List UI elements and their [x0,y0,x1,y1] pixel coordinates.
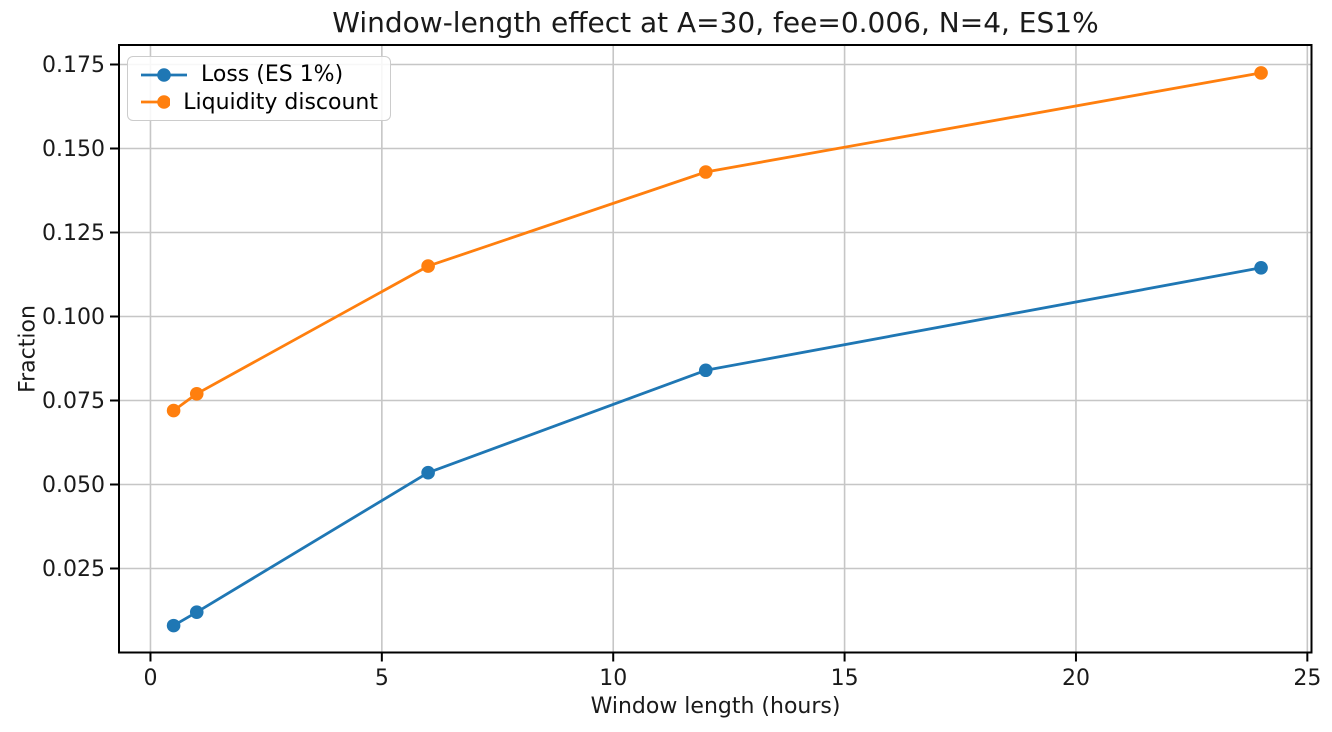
x-axis-label: Window length (hours) [590,694,841,719]
x-tick-label: 15 [831,666,859,691]
x-tick-label: 25 [1293,666,1321,691]
y-tick-label: 0.075 [42,389,105,414]
x-tick-label: 20 [1062,666,1090,691]
data-point [698,363,713,378]
x-tick-label: 0 [143,666,157,691]
legend-label-loss: Loss (ES 1%) [201,62,344,88]
data-point [189,386,204,401]
axes-spines [118,44,1313,654]
legend-label-liquidity: Liquidity discount [183,89,378,115]
x-tick-label: 10 [599,666,627,691]
data-point [166,403,181,418]
data-point [166,618,181,633]
y-tick-label: 0.150 [42,137,105,162]
y-axis-label: Fraction [15,305,41,393]
data-point [189,605,204,619]
chart-title: Window-length effect at A=30, fee=0.006,… [332,6,1099,39]
legend-marker-loss-icon [141,67,187,82]
data-point [1254,260,1268,275]
y-tick-label: 0.125 [42,221,105,246]
data-point [421,465,435,480]
y-tick-label: 0.175 [42,53,105,78]
legend-item-liquidity: Liquidity discount [140,89,378,117]
series-line [172,266,1263,627]
y-tick-label: 0.100 [42,305,105,330]
legend-marker-liquidity-icon [141,95,171,110]
legend-item-loss: Loss (ES 1%) [140,61,378,89]
series-line [172,71,1263,413]
y-tick-label: 0.050 [42,473,105,498]
y-tick-label: 0.025 [42,557,105,582]
legend: Loss (ES 1%) Liquidity discount [127,56,391,121]
data-point [1254,66,1268,80]
data-point [421,259,435,273]
x-tick-label: 5 [375,666,389,691]
data-point [698,165,713,179]
